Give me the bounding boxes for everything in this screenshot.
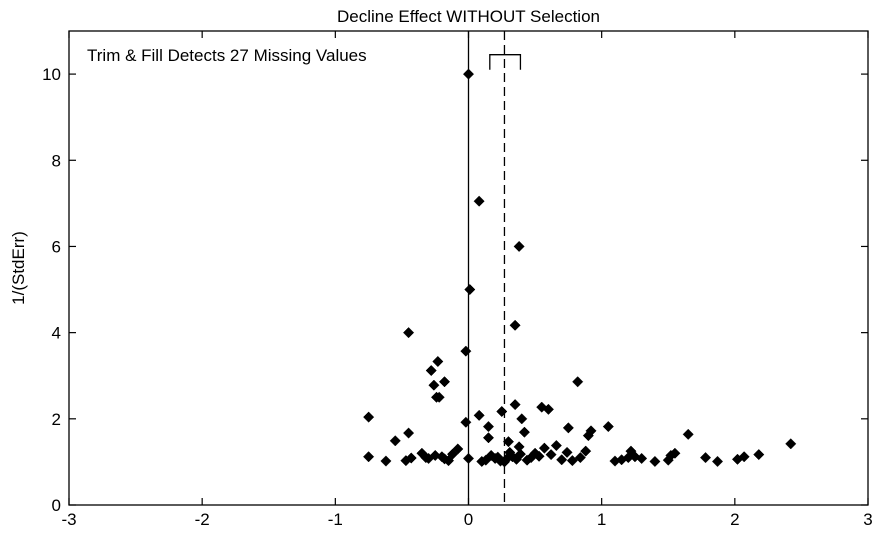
chart-title: Decline Effect WITHOUT Selection: [337, 7, 600, 26]
data-point: [566, 455, 578, 467]
data-point: [582, 430, 594, 442]
data-point: [545, 449, 557, 461]
data-point: [556, 454, 568, 466]
data-point: [403, 427, 415, 439]
y-tick-label: 6: [52, 237, 61, 256]
y-axis-label: 1/(StdErr): [9, 231, 28, 305]
data-point: [460, 416, 472, 428]
x-tick-label: -1: [328, 510, 343, 529]
data-point: [389, 435, 401, 447]
data-point: [562, 422, 574, 434]
data-point: [460, 345, 472, 357]
data-point: [462, 68, 475, 80]
data-point: [602, 421, 614, 433]
data-point: [380, 455, 392, 467]
data-point: [502, 436, 515, 448]
data-point: [425, 365, 437, 377]
trim-fill-annotation: Trim & Fill Detects 27 Missing Values: [87, 46, 367, 65]
data-point: [561, 446, 573, 458]
y-tick-label: 0: [52, 496, 61, 515]
y-tick-label: 4: [52, 324, 61, 343]
x-tick-label: 0: [464, 510, 473, 529]
x-tick-label: 3: [863, 510, 872, 529]
data-point: [636, 452, 648, 465]
confidence-interval-bracket: [489, 54, 522, 70]
data-point: [473, 195, 485, 207]
data-point: [403, 327, 415, 339]
data-point: [669, 447, 681, 459]
data-point: [574, 452, 586, 464]
data-point: [550, 439, 562, 452]
data-point: [433, 391, 445, 403]
data-point: [785, 438, 797, 450]
data-point: [496, 405, 508, 418]
data-point: [572, 376, 584, 388]
data-point: [363, 451, 375, 463]
data-point: [533, 450, 545, 462]
data-point: [405, 452, 417, 464]
data-point: [452, 443, 464, 455]
y-tick-label: 2: [52, 410, 61, 429]
data-point: [516, 413, 528, 425]
data-point: [438, 376, 451, 388]
data-point: [682, 428, 694, 440]
data-point: [482, 421, 495, 433]
data-point: [473, 409, 485, 421]
x-tick-label: 2: [730, 510, 739, 529]
x-tick-label: 1: [597, 510, 606, 529]
data-point: [432, 355, 444, 368]
data-point: [738, 451, 750, 463]
data-point: [482, 432, 495, 444]
data-point: [538, 442, 550, 454]
data-point: [518, 426, 530, 438]
data-point: [514, 448, 526, 460]
data-point: [428, 379, 440, 391]
x-tick-label: -2: [195, 510, 210, 529]
y-tick-label: 10: [42, 65, 61, 84]
data-points: [363, 68, 797, 468]
reference-lines: [467, 31, 522, 505]
data-point: [753, 449, 765, 461]
data-point: [542, 403, 554, 415]
data-point: [462, 452, 475, 465]
x-tick-label: -3: [61, 510, 76, 529]
data-point: [649, 455, 661, 468]
data-point: [699, 452, 712, 464]
data-point: [509, 399, 521, 411]
data-point: [536, 401, 548, 413]
data-point: [464, 283, 476, 296]
data-point: [363, 411, 375, 423]
data-point: [509, 319, 521, 331]
data-point: [513, 240, 525, 253]
data-point: [711, 455, 724, 468]
y-tick-label: 8: [52, 151, 61, 170]
data-point: [580, 445, 592, 457]
